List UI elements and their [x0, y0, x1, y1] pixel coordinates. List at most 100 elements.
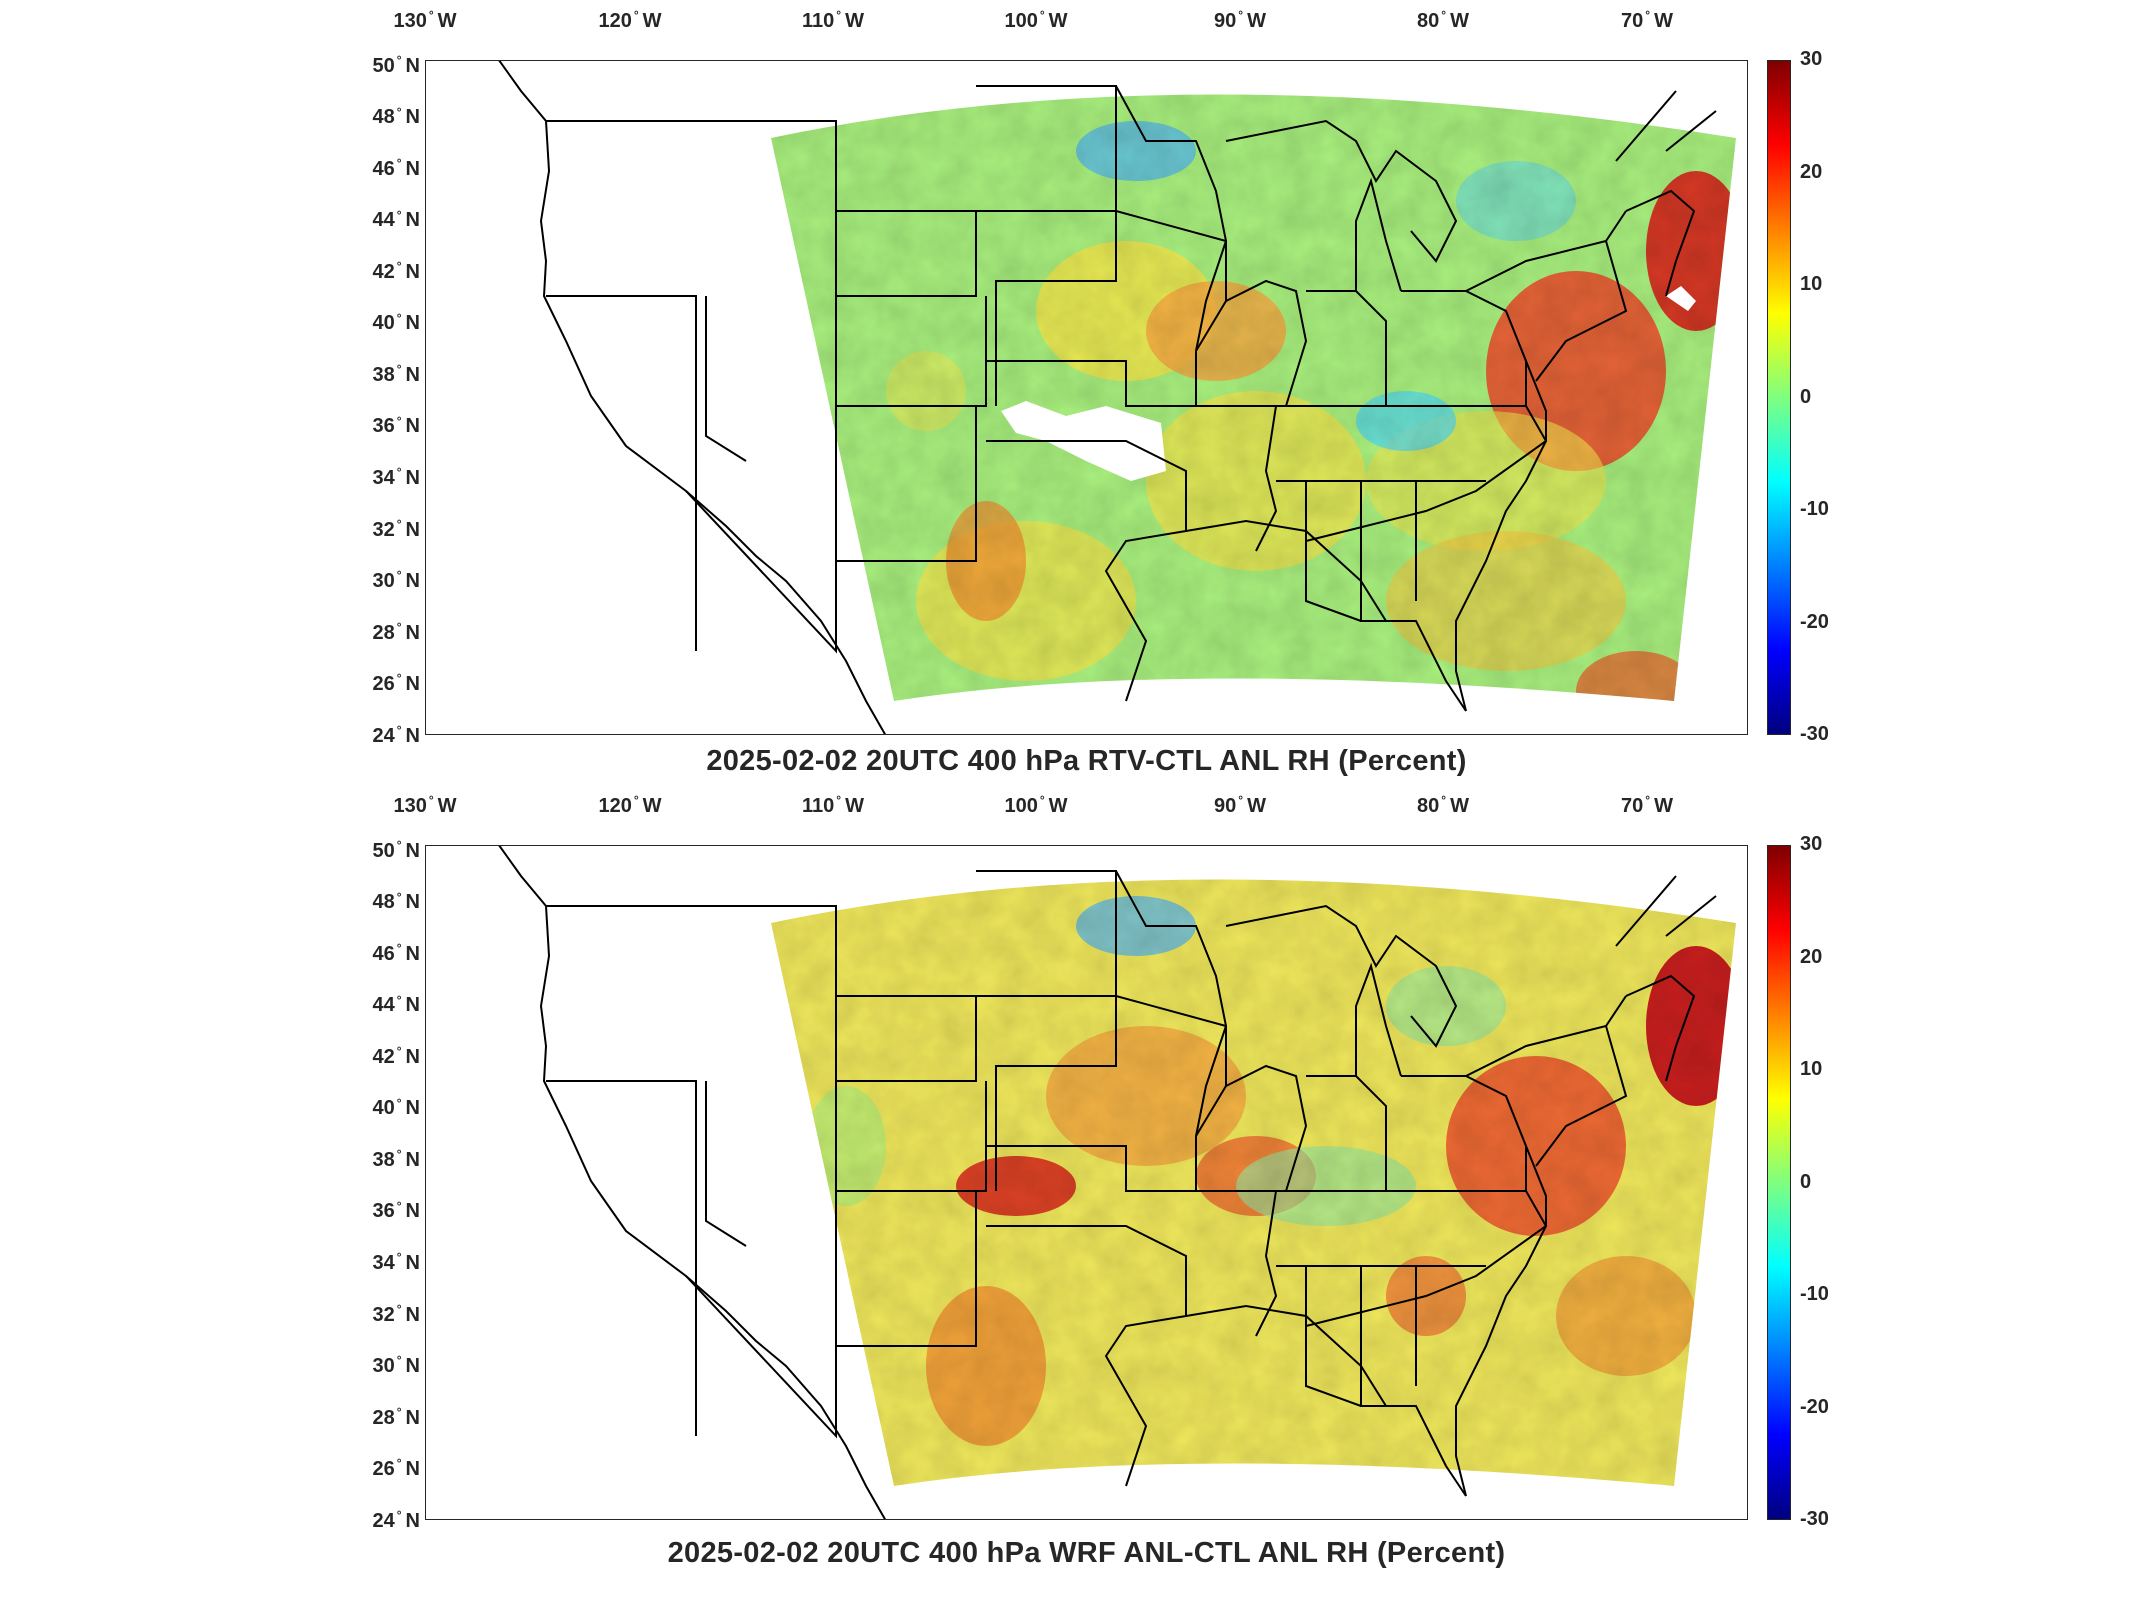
tick-value: 90	[1214, 9, 1237, 32]
latitude-tick-label: 32 ° N	[350, 517, 420, 542]
hemisphere-suffix: N	[405, 466, 420, 489]
degree-symbol: °	[1238, 793, 1244, 807]
hemisphere-suffix: N	[405, 570, 420, 593]
hemisphere-suffix: N	[405, 1045, 420, 1068]
tick-value: 100	[1004, 794, 1038, 817]
tick-value: 42	[372, 260, 395, 283]
boundaries-top	[498, 61, 1717, 734]
hemisphere-suffix: N	[405, 839, 420, 862]
hemisphere-suffix: N	[405, 724, 420, 747]
plot-title: 2025-02-02 20UTC 400 hPa WRF ANL-CTL ANL…	[667, 1537, 1506, 1569]
longitude-tick-label: 70 ° W	[1602, 793, 1692, 818]
tick-value: 48	[372, 891, 395, 914]
longitude-tick-label: 110 ° W	[788, 8, 878, 33]
latitude-tick-label: 42 ° N	[350, 1044, 420, 1069]
degree-symbol: °	[396, 1044, 402, 1059]
tick-value: 28	[372, 621, 395, 644]
degree-symbol: °	[396, 568, 402, 583]
hemisphere-suffix: N	[405, 518, 420, 541]
degree-symbol: °	[396, 156, 402, 171]
tick-value: 36	[372, 415, 395, 438]
degree-symbol: °	[396, 1250, 402, 1265]
tick-value: 24	[372, 724, 395, 747]
colorbar-tick-label: 0	[1800, 1170, 1812, 1193]
tick-value: 120	[598, 794, 632, 817]
latitude-tick-label: 32 ° N	[350, 1302, 420, 1327]
hemisphere-suffix: N	[405, 260, 420, 283]
latitude-tick-label: 48 ° N	[350, 890, 420, 915]
degree-symbol: °	[396, 723, 402, 737]
tick-value: 36	[372, 1200, 395, 1223]
degree-symbol: °	[396, 1095, 402, 1110]
degree-symbol: °	[633, 8, 639, 22]
longitude-tick-label: 100 ° W	[991, 793, 1081, 818]
latitude-tick-label: 24 ° N	[350, 1508, 420, 1533]
colorbar-tick-label: -20	[1800, 610, 1829, 633]
hemisphere-suffix: W	[1654, 794, 1673, 817]
hemisphere-suffix: N	[405, 1509, 420, 1532]
degree-symbol: °	[396, 992, 402, 1007]
longitude-tick-label: 110 ° W	[788, 793, 878, 818]
colorbar-tick-label: -30	[1800, 1508, 1829, 1530]
latitude-tick-label: 48 ° N	[350, 105, 420, 130]
tick-value: 70	[1621, 794, 1644, 817]
tick-value: 80	[1417, 794, 1440, 817]
longitude-tick-label: 120 ° W	[585, 793, 675, 818]
colorbar-tick-label: -10	[1800, 1283, 1829, 1305]
tick-value: 26	[372, 673, 395, 696]
tick-value: 46	[372, 157, 395, 180]
hemisphere-suffix: N	[405, 1251, 420, 1274]
hemisphere-suffix: W	[642, 9, 662, 32]
hemisphere-suffix: N	[405, 621, 420, 644]
tick-value: 70	[1621, 9, 1644, 32]
degree-symbol: °	[396, 1353, 402, 1368]
longitude-tick-label: 130 ° W	[380, 8, 470, 33]
degree-symbol: °	[836, 793, 842, 807]
hemisphere-suffix: N	[405, 1200, 420, 1223]
degree-symbol: °	[396, 465, 402, 480]
latitude-tick-label: 36 ° N	[350, 414, 420, 439]
tick-value: 44	[372, 209, 395, 232]
latitude-tick-label: 42 ° N	[350, 259, 420, 284]
degree-symbol: °	[1238, 8, 1244, 22]
tick-value: 24	[372, 1509, 395, 1532]
degree-symbol: °	[1645, 8, 1651, 22]
degree-symbol: °	[1039, 793, 1045, 807]
tick-value: 130	[393, 794, 427, 817]
hemisphere-suffix: W	[642, 794, 662, 817]
tick-value: 30	[372, 1355, 395, 1378]
tick-value: 110	[802, 9, 835, 32]
hemisphere-suffix: N	[405, 209, 420, 232]
colorbar-tick-label: -20	[1800, 1395, 1829, 1418]
latitude-tick-label: 44 ° N	[350, 993, 420, 1018]
degree-symbol: °	[396, 362, 402, 377]
hemisphere-suffix: N	[405, 106, 420, 129]
tick-value: 38	[372, 1148, 395, 1171]
hemisphere-suffix: W	[437, 794, 457, 817]
hemisphere-suffix: N	[405, 312, 420, 335]
latitude-tick-label: 34 ° N	[350, 1250, 420, 1275]
hemisphere-suffix: N	[405, 157, 420, 180]
colorbar-tick-label: 20	[1800, 945, 1823, 968]
tick-value: 40	[372, 312, 395, 335]
latitude-tick-label: 26 ° N	[350, 671, 420, 696]
hemisphere-suffix: N	[405, 673, 420, 696]
latitude-tick-label: 28 ° N	[350, 1405, 420, 1430]
tick-value: 50	[372, 54, 395, 77]
latitude-tick-label: 40 ° N	[350, 1096, 420, 1121]
tick-value: 110	[802, 794, 835, 817]
tick-value: 34	[372, 1251, 395, 1274]
hemisphere-suffix: N	[405, 1355, 420, 1378]
hemisphere-suffix: N	[405, 994, 420, 1017]
hemisphere-suffix: W	[1450, 9, 1469, 32]
degree-symbol: °	[396, 516, 402, 531]
latitude-tick-label: 34 ° N	[350, 465, 420, 490]
latitude-tick-label: 50 ° N	[350, 838, 420, 863]
latitude-tick-label: 40 ° N	[350, 311, 420, 336]
longitude-tick-label: 90 ° W	[1195, 8, 1285, 33]
tick-value: 100	[1004, 9, 1038, 32]
boundaries-bottom	[498, 846, 1717, 1519]
longitude-tick-label: 70 ° W	[1602, 8, 1692, 33]
rh-difference-map	[498, 846, 1736, 1519]
latitude-tick-label: 30 ° N	[350, 568, 420, 593]
